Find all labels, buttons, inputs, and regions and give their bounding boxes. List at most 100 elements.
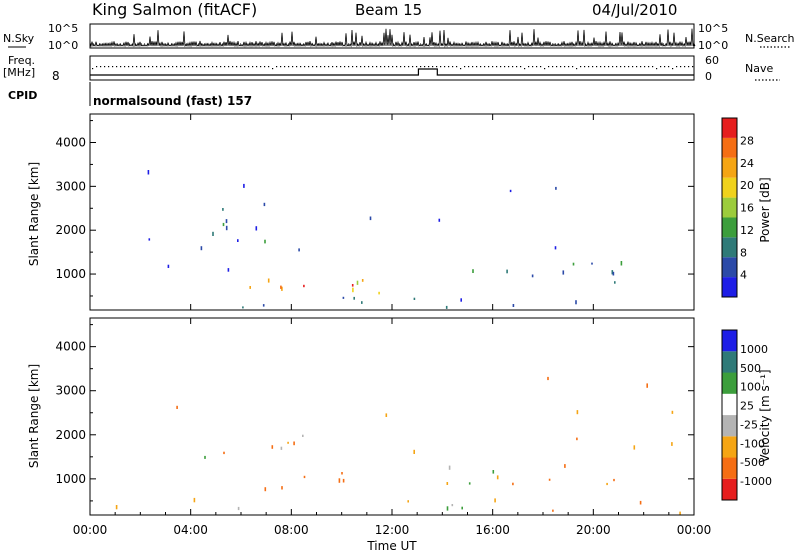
freq-unit: [MHz] (3, 66, 35, 79)
echo-cell (600, 462, 603, 467)
nave-dot (344, 66, 346, 68)
y-tick-label: 1000 (55, 267, 86, 281)
colorbar-tick-label: 100 (740, 381, 761, 394)
echo-cell (413, 449, 415, 454)
nave-dot (232, 66, 234, 68)
echo-cell (264, 487, 267, 492)
nave-dot (560, 66, 562, 68)
nave-dot (472, 66, 474, 68)
nave-dot (212, 66, 214, 68)
echo-cell (614, 281, 616, 284)
nave-dot (432, 66, 434, 68)
freq-tick: 8 (52, 69, 60, 83)
nave-tick-high: 60 (705, 54, 719, 67)
nsearch-tick-high: 10^5 (698, 22, 728, 35)
x-tick-label: 20:00 (576, 523, 611, 537)
echo-cell (303, 284, 305, 288)
nave-dot (484, 66, 486, 68)
echo-cell (445, 305, 448, 309)
nave-dot (216, 66, 218, 68)
echo-cell (451, 504, 454, 507)
echo-cell (639, 500, 642, 505)
nave-dot (448, 66, 450, 68)
nave-dot (288, 66, 290, 68)
echo-cell (225, 499, 228, 503)
nave-dot (552, 66, 554, 68)
nave-dot (188, 66, 190, 68)
nave-dot (576, 68, 578, 70)
echo-cell (361, 301, 363, 304)
nave-dot (548, 66, 550, 68)
echo-cell (242, 306, 244, 309)
nave-dot (636, 66, 638, 68)
echo-cell (413, 297, 416, 300)
colorbar-swatch (722, 351, 737, 373)
echo-cell (506, 269, 508, 274)
colorbar-swatch (722, 137, 737, 158)
echo-cell (400, 472, 403, 476)
echo-cell (263, 202, 266, 207)
nave-dot (336, 66, 338, 68)
colorbar-tick-label: 12 (740, 224, 754, 237)
nave-dot (356, 66, 358, 68)
nsky-tick-high: 10^5 (48, 22, 78, 35)
echo-cell (176, 405, 178, 409)
echo-cell (586, 403, 588, 408)
nave-dot (140, 66, 142, 68)
nave-dot (464, 66, 466, 68)
nave-dot (600, 66, 602, 68)
echo-cell (298, 248, 300, 252)
nave-dot (316, 66, 318, 68)
colorbar-swatch (722, 330, 737, 352)
echo-cell (671, 442, 673, 446)
y-tick-label: 2000 (55, 428, 86, 442)
colorbar-swatch (722, 372, 737, 394)
nave-dot (196, 66, 198, 68)
nave-dot (648, 66, 650, 68)
colorbar-tick-label: 8 (740, 246, 747, 259)
echo-cell (271, 445, 274, 449)
nave-dot (404, 66, 406, 68)
colorbar-frame (721, 117, 738, 298)
nave-dot (532, 66, 534, 68)
nave-dot (664, 66, 666, 68)
y-tick-label: 3000 (55, 384, 86, 398)
colorbar-tick-label: 20 (740, 179, 754, 192)
nave-dot (292, 66, 294, 68)
nave-dot (180, 66, 182, 68)
nave-dot (412, 66, 414, 68)
nave-dot (252, 66, 254, 68)
echo-cell (285, 499, 287, 503)
echo-cell (212, 231, 214, 236)
nave-dot (324, 66, 326, 68)
nave-dot (632, 66, 634, 68)
date-title: 04/Jul/2010 (592, 1, 677, 19)
colorbar-swatch (722, 237, 737, 258)
echo-cell (407, 500, 409, 503)
nave-dot (312, 66, 314, 68)
nave-dot (124, 66, 126, 68)
echo-cell (523, 497, 526, 502)
echo-cell (115, 505, 118, 510)
nave-dot (544, 68, 546, 70)
nave-dot (352, 66, 354, 68)
nave-dot (284, 66, 286, 68)
nave-dot (308, 66, 310, 68)
noise-strip-frame (89, 23, 695, 49)
colorbar-tick-label: -1000 (740, 475, 772, 488)
echo-cell (446, 482, 449, 485)
nave-dot (164, 66, 166, 68)
echo-cell (448, 465, 451, 470)
power-y-axis: 1000 2000 3000 4000 (55, 120, 694, 297)
nave-dot (676, 66, 678, 68)
echo-cell (241, 460, 243, 464)
freq-line (90, 68, 694, 76)
nave-dot (528, 66, 530, 68)
nave-dot (584, 66, 586, 68)
nave-dot (376, 66, 378, 68)
nave-dot (176, 66, 178, 68)
echo-cell (611, 270, 614, 275)
nave-dot (580, 66, 582, 68)
nave-dot (112, 66, 114, 68)
